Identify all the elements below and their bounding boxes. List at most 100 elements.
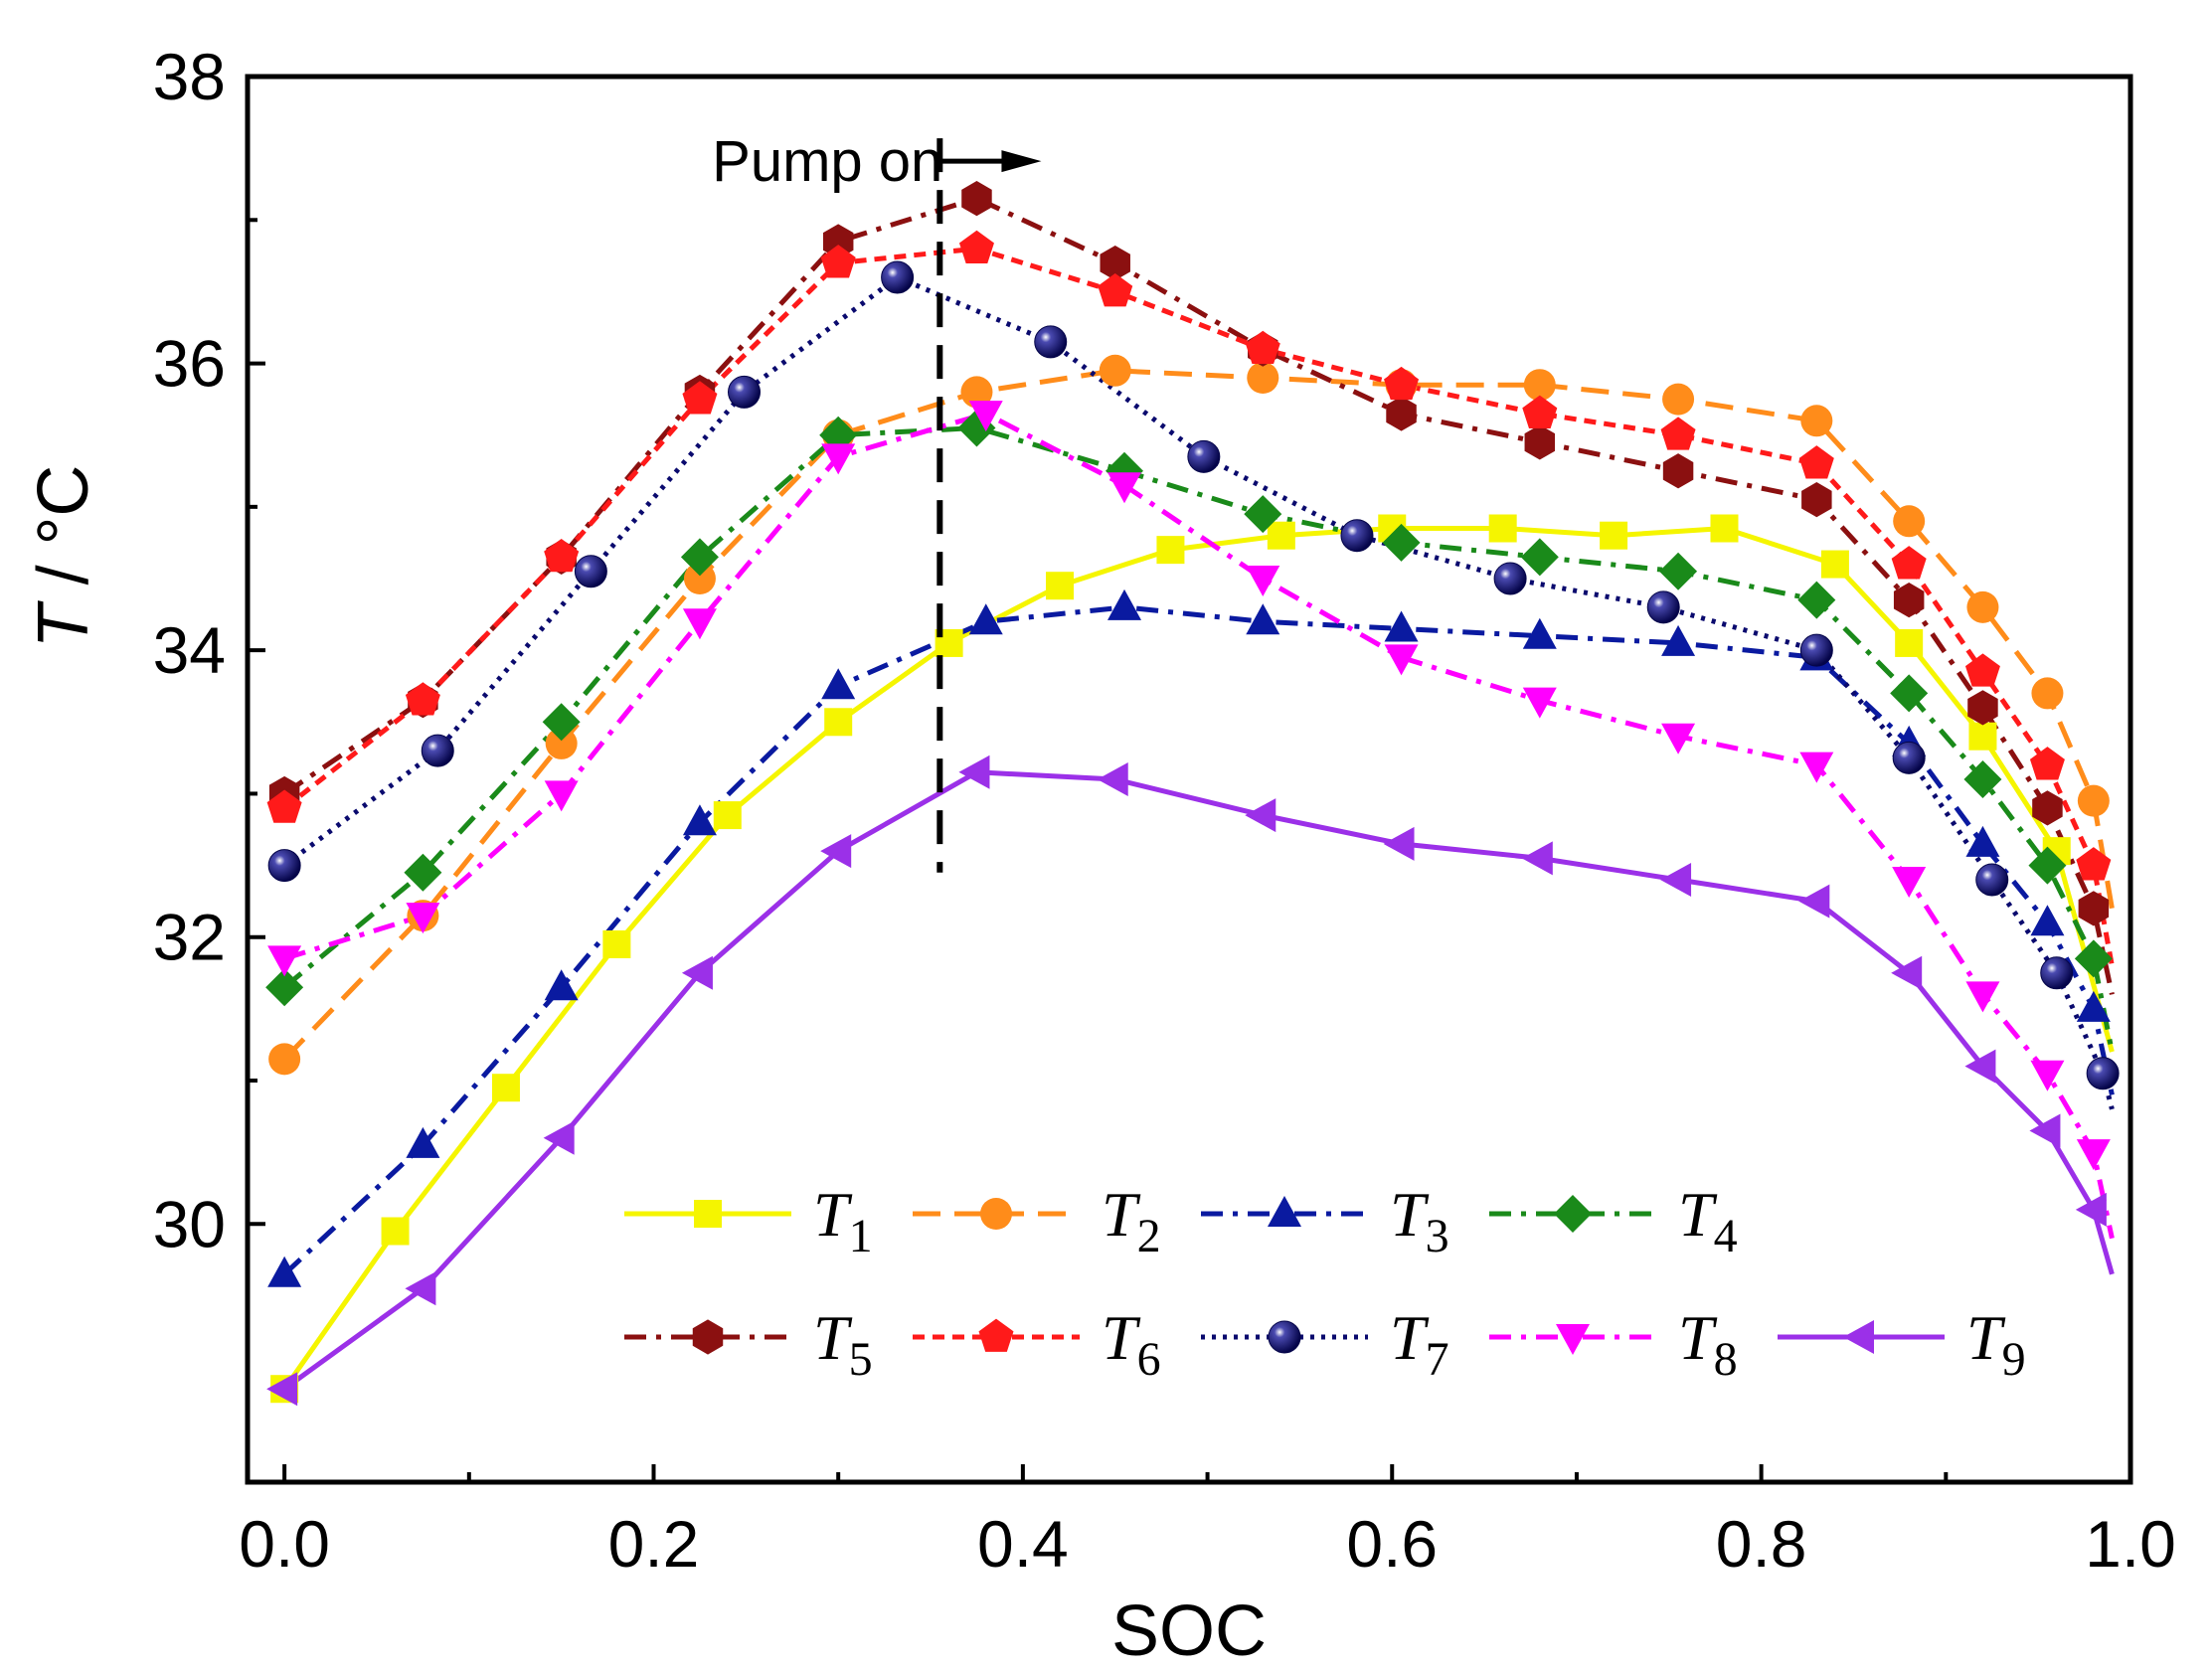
- data-point-T1: [1895, 628, 1924, 657]
- data-point-T1: [713, 801, 742, 830]
- legend-marker-T2: [980, 1198, 1012, 1230]
- data-point-T6: [2029, 747, 2065, 780]
- x-tick-label: 0.0: [239, 1507, 330, 1581]
- data-point-T4: [1520, 538, 1559, 577]
- data-point-T2: [1662, 383, 1695, 416]
- legend-label-main: T: [1390, 1179, 1430, 1250]
- data-point-T6: [682, 381, 718, 415]
- legend-label: T3: [1390, 1179, 1449, 1262]
- data-point-T4: [1797, 581, 1836, 619]
- y-tick-label: 32: [153, 901, 226, 974]
- data-point-T7: [727, 375, 761, 409]
- data-point-T4: [1890, 674, 1929, 713]
- legend-item-T3: T3: [1201, 1179, 1449, 1262]
- pump-annotation: Pump on: [712, 129, 1042, 873]
- data-point-T8: [1892, 867, 1927, 898]
- data-point-T7: [1892, 741, 1926, 774]
- data-point-T1: [602, 929, 631, 958]
- data-point-T8: [1965, 981, 2000, 1013]
- legend-label-sub: 4: [1714, 1210, 1738, 1262]
- data-point-T3: [968, 603, 1003, 635]
- data-point-T7: [1034, 325, 1068, 359]
- data-point-T6: [958, 230, 994, 264]
- data-point-T8: [406, 903, 440, 934]
- data-point-T8: [1246, 566, 1280, 596]
- legend-label: T7: [1390, 1302, 1449, 1386]
- data-point-T5: [2032, 790, 2063, 826]
- legend-marker-T3: [1268, 1196, 1301, 1227]
- series-line-T6: [282, 246, 2115, 967]
- data-point-T8: [544, 780, 579, 812]
- data-point-T5: [1100, 245, 1130, 281]
- data-point-T3: [1246, 603, 1280, 635]
- data-point-T7: [1975, 863, 2009, 897]
- data-point-T9: [1798, 884, 1830, 919]
- legend-label-sub: 3: [1426, 1210, 1449, 1262]
- legend-item-T2: T2: [913, 1179, 1161, 1262]
- y-axis-title-symbol: T: [24, 599, 103, 648]
- data-point-T3: [544, 969, 579, 1001]
- data-point-T9: [958, 754, 990, 789]
- legend-marker-T1: [694, 1200, 722, 1228]
- data-point-T1: [1710, 514, 1739, 543]
- data-point-T5: [1524, 424, 1556, 460]
- data-point-T7: [2086, 1057, 2120, 1090]
- data-point-T9: [1383, 826, 1415, 861]
- data-point-T2: [1247, 362, 1279, 394]
- data-point-T8: [2076, 1139, 2111, 1171]
- legend-item-T1: T1: [624, 1179, 873, 1262]
- data-point-T6: [1964, 653, 2000, 687]
- series-line-T5: [282, 196, 2115, 995]
- data-point-T1: [1600, 521, 1628, 550]
- data-point-T8: [1107, 472, 1142, 504]
- arrowhead-icon: [1001, 150, 1042, 173]
- data-point-T3: [1384, 610, 1419, 642]
- data-point-T7: [574, 555, 607, 588]
- legend-label-main: T: [1390, 1302, 1430, 1373]
- legend-label: T4: [1678, 1179, 1738, 1262]
- legend-label: T9: [1966, 1302, 2026, 1386]
- data-point-T8: [968, 401, 1003, 432]
- legend-label: T5: [813, 1302, 873, 1386]
- legend-marker-T5: [692, 1319, 724, 1355]
- data-point-T6: [405, 682, 440, 716]
- data-point-T7: [267, 849, 301, 883]
- legend-marker-T7: [1268, 1320, 1301, 1354]
- data-point-T9: [1521, 841, 1553, 876]
- data-point-T5: [1386, 396, 1417, 431]
- data-point-T5: [2078, 891, 2110, 926]
- data-point-T2: [1966, 590, 1999, 623]
- data-point-T5: [1893, 583, 1925, 618]
- data-point-T6: [1245, 330, 1280, 365]
- y-tick-label: 34: [153, 613, 226, 687]
- data-point-T2: [1893, 505, 1926, 538]
- data-point-T7: [2040, 956, 2074, 990]
- data-point-T4: [1963, 760, 2002, 798]
- data-point-T8: [682, 608, 717, 640]
- data-point-T2: [1800, 405, 1833, 437]
- data-point-T6: [1384, 366, 1420, 401]
- data-point-T4: [542, 703, 581, 742]
- y-axis-title: T / °C: [24, 465, 103, 649]
- legend-label-main: T: [1966, 1302, 2006, 1373]
- data-point-T1: [1968, 722, 1997, 751]
- legend-label-sub: 2: [1137, 1210, 1161, 1262]
- x-tick-label: 1.0: [2085, 1507, 2176, 1581]
- data-point-T3: [1107, 588, 1142, 620]
- data-point-T8: [2030, 1060, 2065, 1091]
- legend-label-sub: 9: [2002, 1333, 2026, 1386]
- data-point-T4: [1244, 495, 1282, 534]
- legend-label: T8: [1678, 1302, 1738, 1386]
- data-point-T5: [961, 181, 992, 217]
- data-point-T9: [1660, 863, 1692, 897]
- data-point-T9: [820, 834, 852, 869]
- data-point-T5: [1662, 453, 1694, 489]
- data-point-T3: [2076, 990, 2111, 1022]
- data-point-T1: [1488, 514, 1517, 543]
- series-markers: [265, 181, 2120, 1407]
- legend-item-T9: T9: [1778, 1302, 2026, 1386]
- data-point-T9: [1097, 762, 1128, 796]
